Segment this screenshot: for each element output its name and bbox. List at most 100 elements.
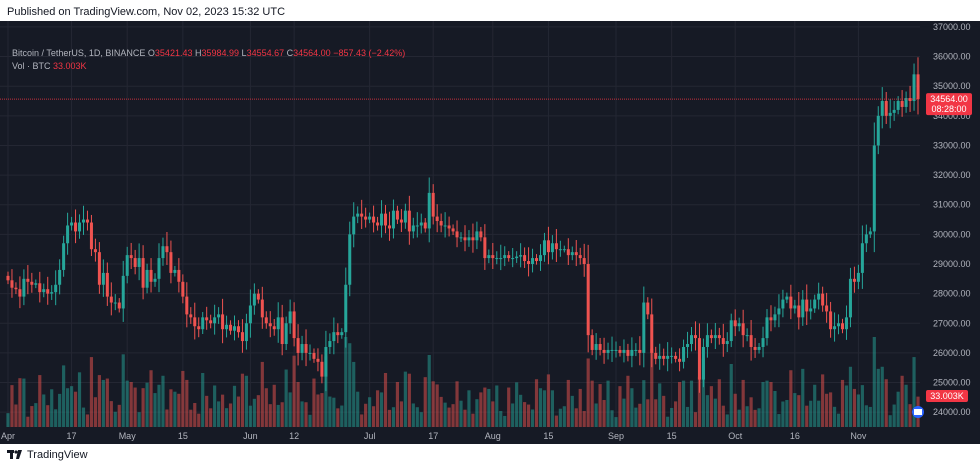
- candle: [308, 344, 312, 361]
- volume-bar: [888, 415, 892, 427]
- candle-body: [260, 299, 264, 318]
- volume-bar: [34, 403, 38, 427]
- candle-body: [686, 344, 690, 347]
- candle-body: [117, 302, 121, 309]
- volume-bar: [6, 413, 10, 427]
- event-flag-icon: [912, 406, 924, 418]
- candle-body: [622, 349, 626, 353]
- candle-body: [264, 317, 268, 324]
- volume-bar: [674, 401, 678, 427]
- candle: [133, 249, 137, 275]
- candle-body: [590, 335, 594, 350]
- candle: [399, 209, 403, 232]
- candle-body: [566, 249, 570, 256]
- candle-body: [531, 258, 535, 265]
- candle: [574, 240, 578, 267]
- volume-bar: [288, 392, 292, 427]
- candle-body: [848, 278, 852, 318]
- candle-body: [582, 258, 586, 265]
- legend-volume-row: Vol · BTC 33.003K: [12, 60, 405, 73]
- volume-bar: [240, 373, 245, 427]
- volume-bar: [904, 384, 908, 427]
- candle: [46, 276, 50, 305]
- volume-bar: [912, 357, 916, 427]
- candle-body: [495, 258, 499, 260]
- volume-bar: [62, 365, 66, 427]
- candle: [598, 337, 602, 356]
- candle-body: [670, 355, 674, 357]
- candle: [562, 245, 566, 253]
- candle: [205, 306, 209, 330]
- candle-body: [403, 210, 407, 223]
- candle-body: [527, 261, 531, 265]
- candle: [741, 309, 745, 348]
- volume-bar: [14, 404, 18, 427]
- volume-bar: [733, 393, 737, 427]
- chart-frame[interactable]: 24000.00 25000.00 26000.00 27000.00 28000.00…: [0, 21, 980, 444]
- candle-body: [387, 225, 391, 229]
- candle-body: [666, 355, 670, 359]
- candle: [829, 301, 833, 338]
- candle: [439, 213, 443, 233]
- volume-bar: [475, 399, 479, 427]
- candle-body: [757, 346, 761, 350]
- volume-bar: [602, 400, 606, 427]
- candle-body: [244, 323, 248, 342]
- candle: [467, 230, 471, 247]
- candle: [165, 232, 169, 265]
- footer-brand[interactable]: TradingView: [27, 449, 88, 461]
- candle: [876, 106, 880, 155]
- volume-bar: [435, 384, 439, 427]
- candlestick-chart[interactable]: 24000.00 25000.00 26000.00 27000.00 28000.00…: [0, 21, 980, 444]
- footer: TradingView: [7, 449, 88, 461]
- candle-body: [352, 216, 356, 235]
- volume-bar: [292, 355, 296, 427]
- candle: [769, 305, 773, 332]
- candle: [407, 195, 411, 245]
- volume-bar: [89, 357, 94, 427]
- volume-bar: [312, 378, 316, 427]
- candle: [900, 90, 904, 117]
- candle-body: [713, 335, 717, 339]
- candle-body: [443, 225, 447, 227]
- volume-bar: [379, 392, 384, 427]
- candle: [320, 354, 324, 384]
- candle: [749, 320, 753, 361]
- volume-bar: [368, 397, 372, 427]
- candle-body: [316, 358, 320, 362]
- candle-body: [97, 252, 101, 285]
- volume-bar: [153, 393, 157, 427]
- volume-bar: [125, 380, 129, 427]
- candle-body: [455, 231, 459, 238]
- candle: [58, 259, 62, 295]
- x-tick-label: 12: [289, 431, 299, 441]
- volume-bar: [419, 412, 423, 427]
- volume-bar: [761, 382, 765, 427]
- candle: [713, 322, 717, 350]
- candle-body: [729, 320, 733, 342]
- candle-body: [852, 278, 856, 282]
- candle: [209, 314, 213, 329]
- candle: [236, 320, 240, 338]
- volume-bar: [85, 414, 90, 427]
- candle-body: [662, 355, 666, 359]
- candle: [737, 317, 741, 332]
- volume-bar: [614, 417, 618, 427]
- volume-bar: [375, 390, 380, 427]
- candle: [368, 212, 372, 224]
- candle-body: [789, 296, 793, 309]
- candle: [757, 342, 761, 354]
- candle-body: [797, 305, 801, 318]
- volume-bar: [562, 406, 566, 427]
- candle-body: [113, 302, 117, 304]
- volume-bar: [423, 377, 427, 427]
- candle: [459, 232, 463, 243]
- y-tick-label: 24000.00: [933, 407, 971, 417]
- volume-bar: [455, 381, 459, 427]
- candle: [686, 331, 690, 358]
- candle: [403, 203, 407, 229]
- candle-body: [821, 293, 825, 306]
- candle: [638, 336, 642, 366]
- candle-body: [101, 272, 105, 285]
- candle-body: [435, 216, 439, 222]
